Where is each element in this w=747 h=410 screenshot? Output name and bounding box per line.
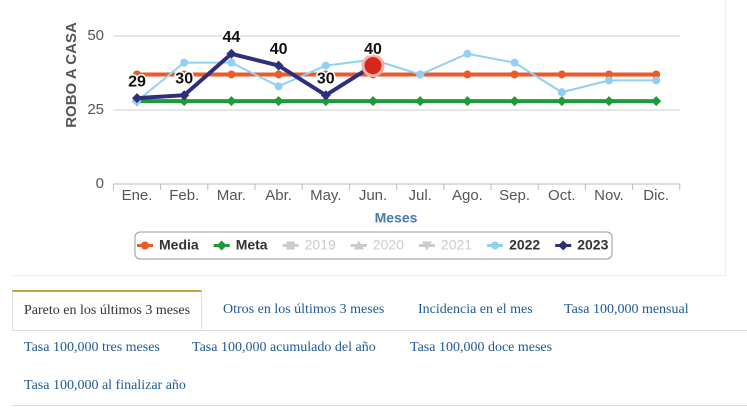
x-axis-title: Meses [375, 210, 418, 226]
tab[interactable]: Incidencia en el mes [418, 302, 533, 317]
x-tick-label: Mar. [217, 187, 246, 204]
marker [274, 82, 283, 91]
tab[interactable]: Otros en los últimos 3 meses [223, 302, 385, 317]
data-label: 40 [270, 41, 288, 58]
legend-label: 2021 [441, 237, 472, 253]
marker [416, 70, 425, 79]
x-tick-label: Jul. [409, 187, 432, 204]
marker [180, 70, 189, 79]
data-label: 44 [223, 29, 241, 46]
y-tick-label: 0 [96, 175, 104, 192]
marker [320, 90, 331, 101]
marker [652, 76, 661, 85]
marker [321, 61, 330, 70]
marker [227, 70, 236, 79]
tab-line [12, 330, 747, 331]
legend-label: 2020 [373, 237, 404, 253]
marker [510, 58, 519, 67]
marker [557, 88, 566, 97]
marker [652, 70, 661, 79]
y-tick-label: 25 [87, 101, 104, 118]
marker [133, 70, 141, 79]
marker [274, 70, 283, 79]
tab[interactable]: Tasa 100,000 mensual [564, 302, 689, 317]
data-label: 29 [128, 73, 146, 90]
marker [226, 96, 237, 107]
x-tick-label: Sep. [499, 187, 530, 204]
x-tick-label: Jun. [359, 187, 387, 204]
marker [321, 70, 330, 79]
data-label: 30 [317, 70, 335, 87]
marker [226, 48, 237, 59]
marker [368, 96, 378, 107]
legend-box [134, 231, 613, 260]
marker [132, 93, 142, 104]
marker [651, 96, 662, 107]
marker [141, 241, 149, 250]
tab[interactable]: Pareto en los últimos 3 meses [12, 290, 203, 329]
marker [510, 70, 519, 79]
legend-label: 2019 [305, 237, 336, 253]
legend-label: 2022 [509, 237, 540, 253]
chart-panel [12, 0, 726, 276]
x-tick-label: May. [310, 187, 341, 204]
marker [286, 241, 295, 250]
series-line [136, 52, 657, 102]
marker [179, 96, 190, 107]
x-tick-label: Dic. [643, 187, 669, 204]
y-tick-label: 50 [87, 27, 104, 44]
x-tick-label: Feb. [169, 187, 199, 204]
marker [415, 96, 426, 107]
tab[interactable]: Tasa 100,000 al finalizar año [24, 378, 186, 393]
marker [320, 96, 331, 107]
x-tick-label: Abr. [265, 187, 292, 204]
tab[interactable]: Tasa 100,000 tres meses [24, 340, 160, 355]
highlight-marker [361, 54, 385, 78]
marker [556, 96, 567, 107]
marker [216, 240, 227, 251]
legend-label: Meta [236, 237, 268, 253]
legend-label: 2023 [577, 237, 608, 253]
marker [421, 241, 432, 251]
chart: ROBO A CASA Meses 0 25 50 Ene. Feb. Mar. Abr. M… [63, 22, 681, 260]
marker [353, 240, 364, 250]
marker [179, 90, 190, 101]
x-tick-label: Ene. [122, 187, 153, 204]
series-line [136, 51, 375, 101]
marker [605, 76, 613, 85]
marker [227, 58, 236, 67]
marker [463, 70, 472, 79]
tab-bar: Pareto en los últimos 3 meses Otros en lo… [12, 290, 747, 406]
x-tick-label: Nov. [594, 187, 624, 204]
marker [273, 60, 284, 71]
marker [604, 96, 614, 107]
marker [605, 70, 613, 79]
marker [180, 58, 189, 67]
marker [463, 49, 472, 58]
tab[interactable]: Tasa 100,000 acumulado del año [192, 340, 376, 355]
y-axis-title: ROBO A CASA [63, 22, 80, 128]
marker [557, 70, 566, 79]
x-tick-label: Oct. [548, 187, 576, 204]
legend-label: Media [159, 237, 199, 253]
x-tick-label: Ago. [452, 187, 483, 204]
marker [558, 240, 569, 251]
marker [462, 96, 473, 107]
marker [509, 96, 520, 107]
data-label: 30 [175, 70, 193, 87]
marker [491, 241, 500, 250]
marker [273, 96, 284, 107]
tab[interactable]: Tasa 100,000 doce meses [410, 340, 553, 355]
data-label: 40 [364, 41, 382, 58]
